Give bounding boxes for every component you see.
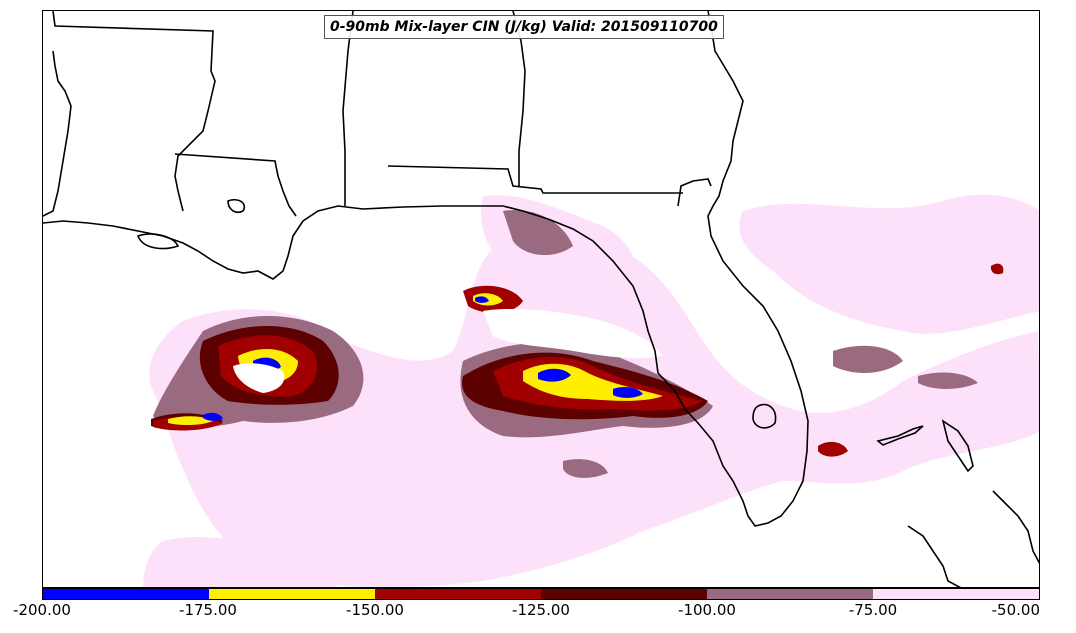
- island-gulf-1: [227, 198, 246, 214]
- colorbar-segment-darkred: [541, 589, 707, 599]
- cin-field-mauve-far-east: [918, 372, 978, 389]
- cin-map: [43, 11, 1039, 587]
- colorbar-segment-blue: [43, 589, 209, 599]
- colorbar-tick-label: -100.00: [678, 601, 736, 619]
- state-boundary-ms-al: [174, 153, 297, 217]
- state-boundary-al-ga: [342, 11, 354, 206]
- colorbar-segment-red: [375, 589, 541, 599]
- island-cuba-west: [876, 425, 924, 446]
- coastline-bahamas: [992, 490, 1039, 564]
- cin-field-blue-north: [475, 296, 489, 303]
- cin-field-light-sw: [143, 537, 336, 587]
- cin-field-yellow-sw: [168, 416, 213, 426]
- cin-clear-east: [483, 309, 663, 359]
- coastline-atlantic: [43, 11, 809, 527]
- cin-field-mauve-north: [503, 210, 573, 256]
- state-boundary-ga-fl: [677, 178, 712, 207]
- colorbar-tick-label: -175.00: [179, 601, 237, 619]
- cin-field-light-ne: [739, 194, 1039, 334]
- island-bahamas: [941, 419, 974, 473]
- cin-field-mauve-gulf: [563, 459, 608, 478]
- map-panel: [42, 10, 1040, 588]
- island-gulf-2: [136, 233, 180, 250]
- colorbar-tick-label: -200.00: [13, 601, 71, 619]
- colorbar-segment-pink: [873, 589, 1039, 599]
- colorbar-tick-label: -50.00: [991, 601, 1040, 619]
- colorbar-segment-yellow: [209, 589, 375, 599]
- cin-field-blue-east: [538, 368, 571, 382]
- map-title: 0-90mb Mix-layer CIN (J/kg) Valid: 20150…: [324, 15, 724, 39]
- cin-field-red-coast: [990, 263, 1004, 275]
- lake-okeechobee: [752, 403, 777, 429]
- state-boundary-la-ms: [52, 11, 216, 212]
- cin-clear-west: [233, 363, 285, 393]
- colorbar-tick-label: -125.00: [512, 601, 570, 619]
- colorbar-tick-label: -150.00: [346, 601, 404, 619]
- colorbar-tick-label: -75.00: [848, 601, 898, 619]
- cin-field-blue-sw: [203, 412, 223, 421]
- coastline-layer: [43, 11, 1039, 587]
- cin-field-blue-east2: [613, 386, 643, 398]
- coastline-fl-keys: [907, 525, 961, 587]
- state-boundary-al-fl: [387, 165, 683, 194]
- cin-field-mauve-east2: [833, 345, 903, 373]
- coastline-la: [43, 50, 72, 217]
- cin-field-red-east2: [818, 441, 848, 457]
- colorbar: [42, 588, 1040, 600]
- colorbar-segment-mauve: [707, 589, 873, 599]
